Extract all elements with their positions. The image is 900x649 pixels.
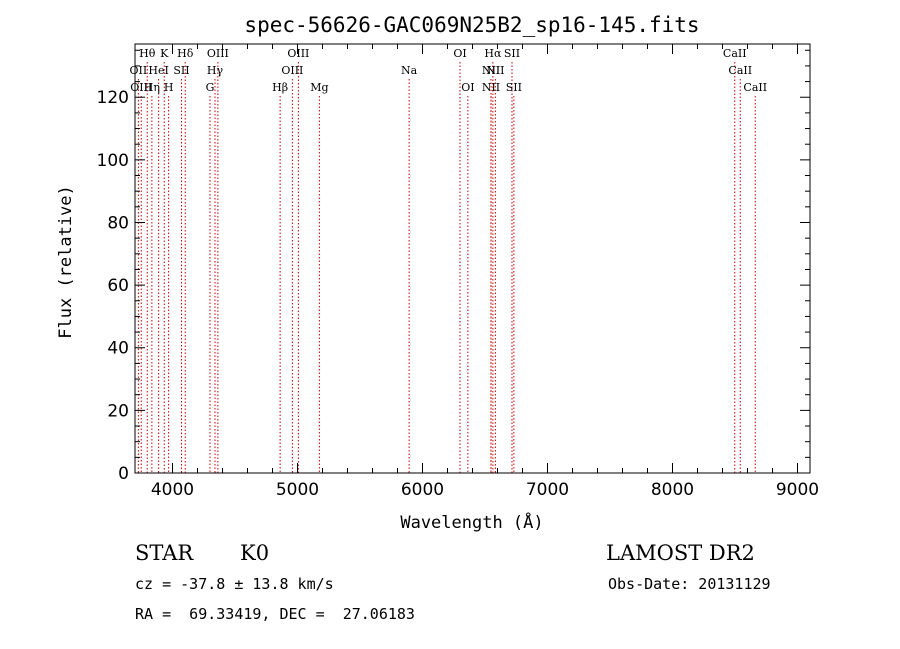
line-label: OII [130,64,148,77]
x-tick-label: 6000 [401,480,444,500]
y-axis-label: Flux (relative) [56,185,76,339]
line-label: H [164,81,174,94]
line-label: SII [173,64,189,77]
line-label: G [206,81,215,94]
y-tick-label: 100 [97,151,129,171]
x-tick-label: 7000 [526,480,569,500]
line-label: OI [453,47,466,60]
line-label: Hβ [272,81,288,94]
line-label: CaII [723,47,747,60]
line-label: Hα [484,47,502,60]
line-label: Na [401,64,418,77]
object-subclass: K0 [240,541,270,565]
line-label: HeI [148,64,168,77]
line-label: OIII [207,47,229,60]
object-class: STAR [135,541,194,565]
line-label: CaII [743,81,767,94]
y-tick-label: 0 [118,464,129,484]
line-label: NII [486,64,504,77]
x-tick-label: 4000 [151,480,194,500]
y-tick-label: 20 [107,401,129,421]
x-tick-label: 9000 [776,480,819,500]
axis-ticks: 4000 5000 6000 7000 8000 9000 0 20 40 60 80 100 120 [97,44,819,500]
redshift-cz: cz = -37.8 ± 13.8 km/s [135,575,334,593]
line-label: SII [506,81,522,94]
line-label: OIII [130,81,152,94]
plot-frame [134,43,811,474]
x-tick-label: 8000 [651,480,694,500]
y-tick-label: 80 [107,213,129,233]
line-label: Mg [310,81,328,94]
x-axis-label: Wavelength (Å) [400,511,543,533]
y-tick-label: 40 [107,339,129,359]
line-label: Hγ [207,64,224,77]
line-label: SII [504,47,520,60]
line-label: K [160,47,169,60]
line-label: OIII [287,47,309,60]
line-label: OI [461,81,474,94]
sky-coordinates: RA = 69.33419, DEC = 27.06183 [135,605,415,623]
line-label: OIII [281,64,303,77]
observation-date: Obs-Date: 20131129 [608,575,771,593]
y-tick-label: 60 [107,276,129,296]
line-label: Hδ [177,47,194,60]
line-label: NII [482,64,500,77]
line-label: NII [482,81,500,94]
line-label: Hη [144,81,160,94]
line-label: CaII [728,64,752,77]
survey-name: LAMOST DR2 [606,541,755,565]
x-tick-label: 5000 [276,480,319,500]
chart-title: spec-56626-GAC069N25B2_sp16-145.fits [244,13,699,37]
line-label: Hθ [139,47,156,60]
y-tick-label: 120 [97,88,129,108]
